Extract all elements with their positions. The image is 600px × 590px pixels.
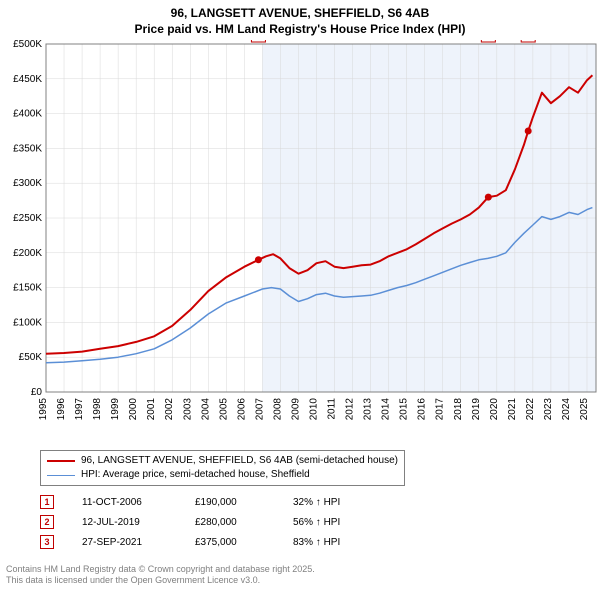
transaction-delta: 83% ↑ HPI (293, 537, 393, 548)
transaction-date: 11-OCT-2006 (82, 497, 167, 508)
svg-text:2005: 2005 (218, 398, 229, 421)
svg-text:£350K: £350K (13, 143, 42, 154)
legend: 96, LANGSETT AVENUE, SHEFFIELD, S6 4AB (… (40, 450, 405, 486)
transaction-date: 12-JUL-2019 (82, 517, 167, 528)
transaction-marker: 2 (40, 515, 54, 529)
svg-text:2007: 2007 (254, 398, 265, 421)
transaction-price: £190,000 (195, 497, 265, 508)
transaction-delta: 32% ↑ HPI (293, 497, 393, 508)
svg-text:2009: 2009 (290, 398, 301, 421)
footer-line-2: This data is licensed under the Open Gov… (6, 575, 315, 586)
transaction-row: 2 12-JUL-2019 £280,000 56% ↑ HPI (40, 512, 393, 532)
chart-title: 96, LANGSETT AVENUE, SHEFFIELD, S6 4AB P… (0, 0, 600, 37)
footer-attribution: Contains HM Land Registry data © Crown c… (6, 564, 315, 586)
transaction-price: £375,000 (195, 537, 265, 548)
svg-text:2001: 2001 (146, 398, 157, 421)
svg-text:2021: 2021 (507, 398, 518, 421)
svg-text:2002: 2002 (164, 398, 175, 421)
svg-text:£150K: £150K (13, 283, 42, 294)
svg-text:2017: 2017 (435, 398, 446, 421)
legend-item: 96, LANGSETT AVENUE, SHEFFIELD, S6 4AB (… (47, 454, 398, 468)
svg-text:2012: 2012 (345, 398, 356, 421)
svg-text:2024: 2024 (561, 398, 572, 421)
svg-text:2025: 2025 (579, 398, 590, 421)
svg-text:1995: 1995 (38, 398, 49, 421)
svg-text:2022: 2022 (525, 398, 536, 421)
svg-text:£450K: £450K (13, 74, 42, 85)
transaction-date: 27-SEP-2021 (82, 537, 167, 548)
svg-text:£200K: £200K (13, 248, 42, 259)
legend-label: 96, LANGSETT AVENUE, SHEFFIELD, S6 4AB (… (81, 454, 398, 468)
svg-text:2000: 2000 (128, 398, 139, 421)
svg-text:2011: 2011 (327, 398, 338, 420)
transaction-price: £280,000 (195, 517, 265, 528)
svg-text:2006: 2006 (236, 398, 247, 421)
svg-text:1999: 1999 (110, 398, 121, 421)
transaction-delta: 56% ↑ HPI (293, 517, 393, 528)
svg-text:2020: 2020 (489, 398, 500, 421)
svg-text:1997: 1997 (74, 398, 85, 421)
svg-text:£400K: £400K (13, 109, 42, 120)
svg-text:2010: 2010 (308, 398, 319, 421)
svg-text:2016: 2016 (417, 398, 428, 421)
legend-label: HPI: Average price, semi-detached house,… (81, 468, 310, 482)
price-chart: £0 £50K £100K £150K £200K £250K £300K £350K £400… (0, 40, 600, 440)
svg-text:2015: 2015 (399, 398, 410, 421)
svg-text:1996: 1996 (56, 398, 67, 421)
svg-text:2014: 2014 (381, 398, 392, 421)
svg-text:2018: 2018 (453, 398, 464, 421)
svg-text:2004: 2004 (200, 398, 211, 421)
svg-text:£100K: £100K (13, 317, 42, 328)
legend-item: HPI: Average price, semi-detached house,… (47, 468, 398, 482)
svg-text:1998: 1998 (92, 398, 103, 421)
title-line-1: 96, LANGSETT AVENUE, SHEFFIELD, S6 4AB (0, 6, 600, 22)
svg-text:2023: 2023 (543, 398, 554, 421)
transactions-table: 1 11-OCT-2006 £190,000 32% ↑ HPI 2 12-JUL-201… (40, 492, 393, 552)
title-line-2: Price paid vs. HM Land Registry's House … (0, 22, 600, 38)
svg-text:£300K: £300K (13, 178, 42, 189)
svg-text:£500K: £500K (13, 40, 42, 50)
transaction-marker: 3 (40, 535, 54, 549)
transaction-marker: 1 (40, 495, 54, 509)
svg-text:2008: 2008 (272, 398, 283, 421)
svg-text:£0: £0 (31, 387, 43, 398)
transaction-row: 1 11-OCT-2006 £190,000 32% ↑ HPI (40, 492, 393, 512)
svg-text:2003: 2003 (182, 398, 193, 421)
legend-swatch (47, 460, 75, 462)
transaction-row: 3 27-SEP-2021 £375,000 83% ↑ HPI (40, 532, 393, 552)
legend-swatch (47, 475, 75, 476)
svg-text:£50K: £50K (19, 352, 43, 363)
svg-text:2019: 2019 (471, 398, 482, 421)
svg-text:2013: 2013 (363, 398, 374, 421)
footer-line-1: Contains HM Land Registry data © Crown c… (6, 564, 315, 575)
svg-text:£250K: £250K (13, 213, 42, 224)
